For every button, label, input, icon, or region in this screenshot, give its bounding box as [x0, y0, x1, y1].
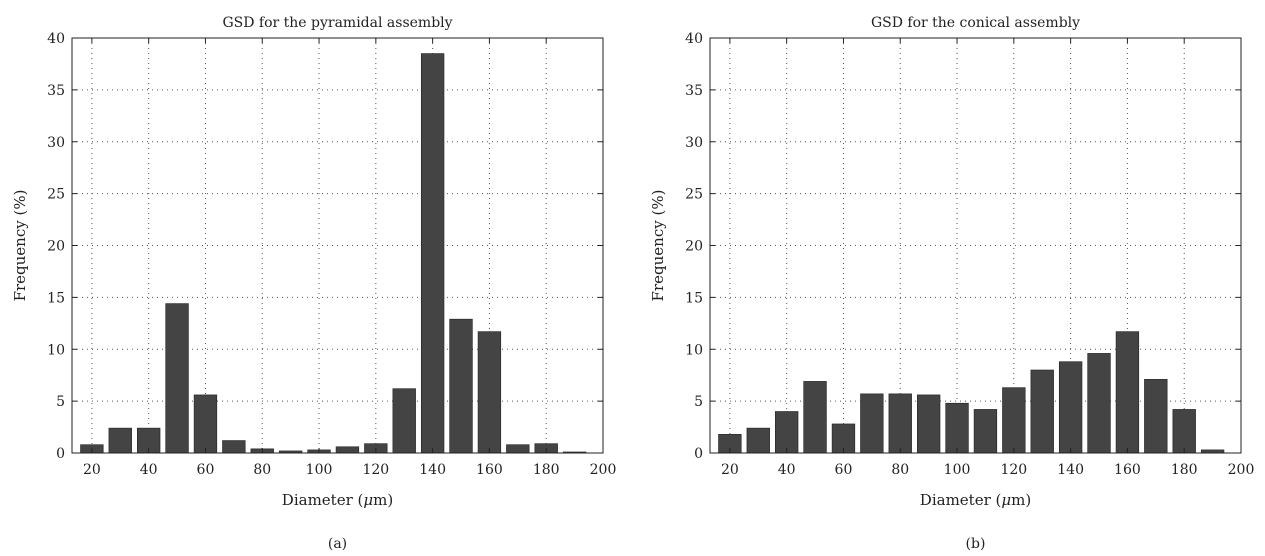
chart-title: GSD for the pyramidal assembly	[222, 15, 452, 31]
x-tick-label: 80	[253, 462, 271, 478]
bar	[506, 444, 530, 454]
y-tick-label: 30	[47, 135, 65, 151]
y-tick-label: 20	[47, 239, 65, 255]
x-tick-label: 20	[721, 462, 739, 478]
y-tick-label: 30	[685, 135, 703, 151]
bar	[1058, 361, 1083, 454]
x-tick-label: 80	[891, 462, 909, 478]
y-tick-label: 20	[685, 239, 703, 255]
y-tick-label: 10	[685, 342, 703, 358]
bar	[746, 427, 770, 454]
chart-panel-a: 20 40 60 80 100 120 140 160 180 200 0 5 10 15 20 25 30 35…	[11, 15, 616, 552]
x-tick-label: 140	[1057, 462, 1084, 478]
y-tick-label: 5	[694, 394, 703, 410]
bar	[945, 402, 969, 454]
bar	[392, 388, 416, 454]
x-axis-label: Diameter (μm)	[920, 491, 1031, 509]
panel-label: (a)	[328, 536, 347, 552]
bar	[860, 393, 884, 454]
bar	[888, 393, 912, 454]
bar	[449, 318, 473, 454]
x-tick-label: 100	[944, 462, 971, 478]
x-tick-label: 20	[83, 462, 101, 478]
bar	[1172, 409, 1196, 454]
y-axis-label: Frequency (%)	[649, 190, 667, 302]
x-tick-label: 200	[590, 462, 617, 478]
bar	[193, 394, 218, 454]
y-tick-label: 25	[685, 187, 703, 203]
y-tick-label: 35	[685, 83, 703, 99]
y-tick-label: 10	[47, 342, 65, 358]
x-tick-label: 60	[197, 462, 215, 478]
x-axis-label-suffix: m)	[373, 491, 393, 509]
x-tick-label: 100	[306, 462, 333, 478]
bar	[477, 331, 502, 454]
y-axis-label: Frequency (%)	[11, 190, 29, 302]
x-axis-label: Diameter (μm)	[282, 491, 393, 509]
x-tick-label: 40	[140, 462, 158, 478]
x-axis-label-prefix: Diameter (	[920, 491, 1002, 509]
x-tick-label: 180	[1171, 462, 1198, 478]
y-tick-label: 35	[47, 83, 65, 99]
bar	[222, 440, 246, 454]
y-tick-label: 25	[47, 187, 65, 203]
bar	[1030, 369, 1054, 454]
bar	[973, 409, 998, 454]
x-tick-label: 120	[362, 462, 389, 478]
x-tick-label: 160	[1114, 462, 1141, 478]
x-tick-label: 180	[533, 462, 560, 478]
x-axis-label-mu: μ	[1001, 491, 1011, 509]
bar	[916, 394, 941, 454]
y-tick-label: 0	[56, 446, 65, 462]
bar	[1087, 353, 1111, 454]
x-tick-label: 40	[778, 462, 796, 478]
x-tick-label: 140	[419, 462, 446, 478]
y-tick-label: 0	[694, 446, 703, 462]
x-tick-label: 120	[1000, 462, 1027, 478]
bar	[803, 381, 827, 454]
y-tick-label: 15	[47, 290, 65, 306]
bar	[335, 446, 360, 454]
y-tick-label: 15	[685, 290, 703, 306]
x-axis-label-suffix: m)	[1011, 491, 1031, 509]
bar	[420, 53, 445, 454]
bar	[775, 411, 799, 454]
bar	[108, 427, 132, 454]
panel-label: (b)	[966, 536, 986, 552]
y-tick-label: 40	[685, 31, 703, 47]
x-axis-label-prefix: Diameter (	[282, 491, 364, 509]
bar	[165, 303, 189, 454]
bar	[1002, 387, 1026, 454]
y-tick-label: 5	[56, 394, 65, 410]
x-tick-label: 160	[476, 462, 503, 478]
y-tick-label: 40	[47, 31, 65, 47]
x-tick-label: 60	[835, 462, 853, 478]
x-axis-label-mu: μ	[363, 491, 373, 509]
chart-panel-b: 20 40 60 80 100 120 140 160 180 200 0 5 10 15 20 25 30 35…	[649, 15, 1254, 552]
bar	[1144, 379, 1168, 454]
x-tick-label: 200	[1228, 462, 1255, 478]
bar	[1115, 331, 1140, 454]
chart-title: GSD for the conical assembly	[871, 15, 1080, 31]
